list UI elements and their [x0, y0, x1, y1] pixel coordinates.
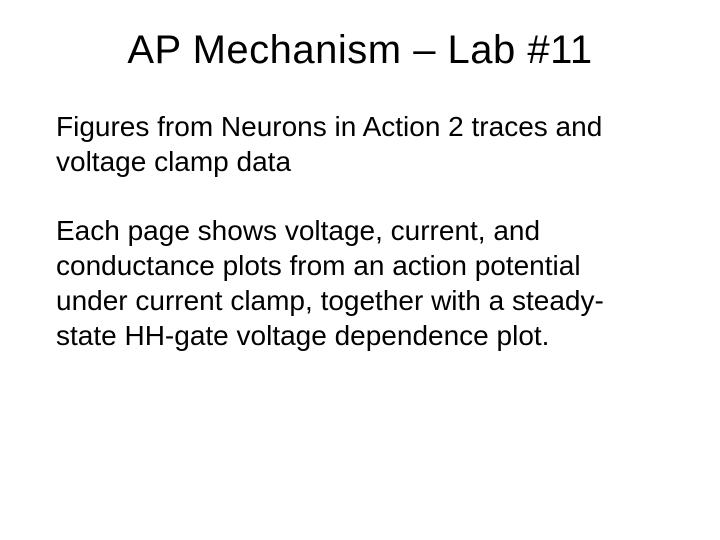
slide-container: AP Mechanism – Lab #11 Figures from Neur… [0, 0, 720, 540]
paragraph-2: Each page shows voltage, current, and co… [56, 213, 652, 353]
paragraph-1: Figures from Neurons in Action 2 traces … [56, 109, 652, 179]
slide-title: AP Mechanism – Lab #11 [48, 28, 672, 73]
slide-body: Figures from Neurons in Action 2 traces … [48, 109, 672, 353]
